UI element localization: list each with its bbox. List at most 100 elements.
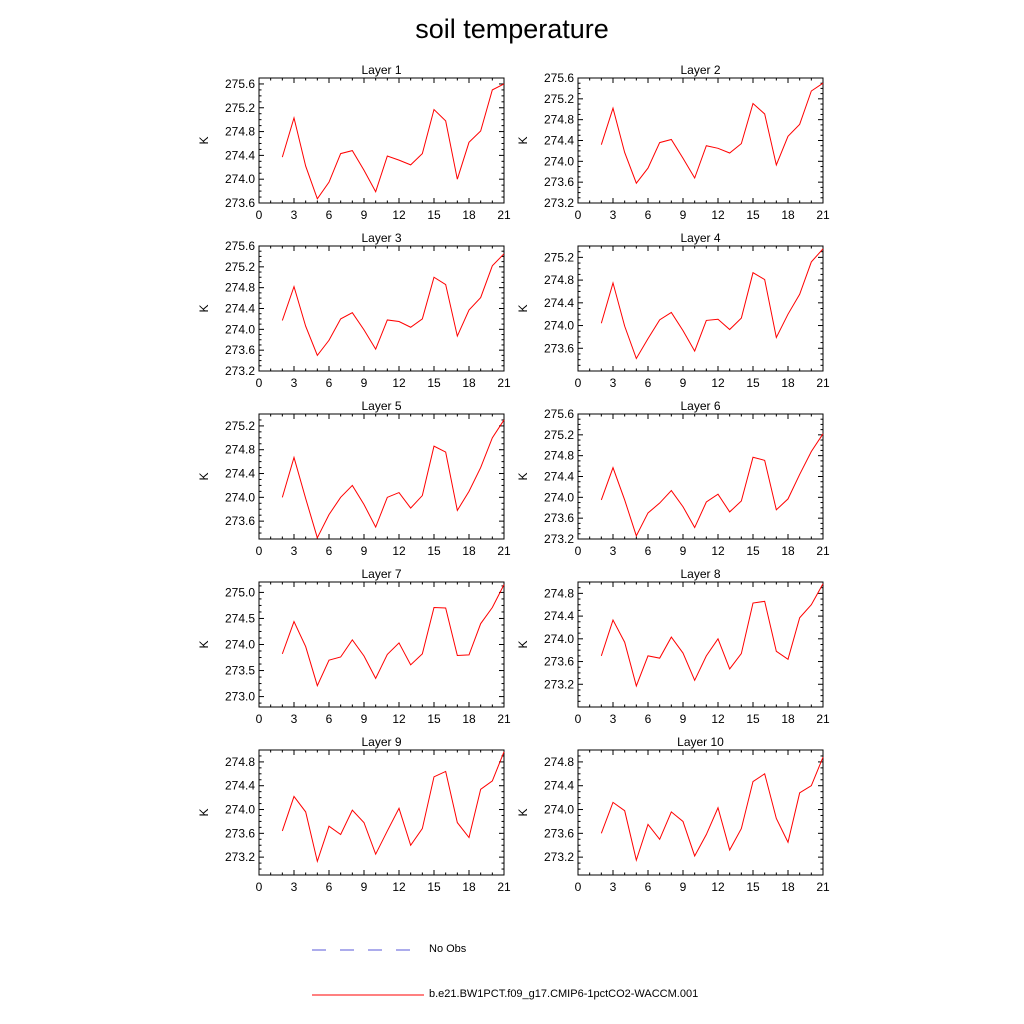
panel-2-ytick-label: 274.4 bbox=[544, 134, 574, 148]
panel-9-series-line bbox=[281, 751, 505, 864]
panel-6-ytick-label: 275.2 bbox=[544, 428, 574, 442]
panel-3-frame bbox=[258, 245, 505, 372]
panel-5-xtick-label: 18 bbox=[462, 544, 476, 558]
panel-10-ytick-label: 273.6 bbox=[544, 826, 574, 840]
panel-2-xtick-label: 12 bbox=[711, 208, 725, 222]
panel-2-xtick-label: 18 bbox=[781, 208, 795, 222]
panel-4-series-line bbox=[600, 248, 824, 360]
panel-5-xtick-label: 21 bbox=[497, 544, 511, 558]
panel-8-xtick-label: 15 bbox=[746, 712, 760, 726]
panel-8-xtick-label: 3 bbox=[610, 712, 617, 726]
panel-8-ytick-label: 273.6 bbox=[544, 655, 574, 669]
panel-1-xtick-label: 6 bbox=[326, 208, 333, 222]
panel-6-xtick-label: 3 bbox=[610, 544, 617, 558]
panel-9-xtick-label: 3 bbox=[291, 880, 298, 894]
panel-10-series-line bbox=[600, 756, 824, 862]
panel-4-ytick-label: 274.4 bbox=[544, 296, 574, 310]
panel-6-ytick-label: 273.2 bbox=[544, 532, 574, 546]
panel-7-ylabel: K bbox=[197, 640, 211, 648]
panel-7-frame bbox=[258, 581, 505, 708]
panel-2-ylabel: K bbox=[516, 136, 530, 144]
panel-10-xtick-label: 9 bbox=[680, 880, 687, 894]
panel-2-title: Layer 2 bbox=[680, 63, 720, 77]
chart-grid: Layer 1 K 0 3 6 9 12 15 18 21 273.6 274.0 274.4 274.8… bbox=[197, 63, 830, 894]
panel-9-ytick-label: 273.6 bbox=[225, 826, 255, 840]
panel-7-xtick-label: 3 bbox=[291, 712, 298, 726]
panel-5-ytick-label: 275.2 bbox=[225, 419, 255, 433]
panel-4-ytick-label: 274.8 bbox=[544, 273, 574, 287]
panel-6-xtick-label: 0 bbox=[575, 544, 582, 558]
legend-no-obs-label: No Obs bbox=[429, 943, 467, 955]
panel-9-xtick-label: 12 bbox=[392, 880, 406, 894]
panel-7-ytick-label: 273.0 bbox=[225, 690, 255, 704]
panel-9-xtick-label: 18 bbox=[462, 880, 476, 894]
panel-4-xtick-label: 21 bbox=[816, 376, 830, 390]
panel-1-xtick-label: 3 bbox=[291, 208, 298, 222]
panel-7-ytick-label: 273.5 bbox=[225, 664, 255, 678]
panel-10-xtick-label: 15 bbox=[746, 880, 760, 894]
panel-2-ytick-label: 273.6 bbox=[544, 175, 574, 189]
panel-2-xtick-label: 6 bbox=[645, 208, 652, 222]
panel-4-xtick-label: 18 bbox=[781, 376, 795, 390]
panel-9-ylabel: K bbox=[197, 808, 211, 816]
panel-6-ylabel: K bbox=[516, 472, 530, 480]
panel-9-xtick-label: 0 bbox=[256, 880, 263, 894]
panel-2-xtick-label: 3 bbox=[610, 208, 617, 222]
panel-1-xtick-label: 15 bbox=[427, 208, 441, 222]
panel-3-xtick-label: 3 bbox=[291, 376, 298, 390]
panel-8-ytick-label: 274.8 bbox=[544, 586, 574, 600]
panel-5-title: Layer 5 bbox=[361, 399, 401, 413]
panel-2-series-line bbox=[600, 82, 824, 185]
panel-7-ytick-label: 274.5 bbox=[225, 611, 255, 625]
panel-5-ylabel: K bbox=[197, 472, 211, 480]
panel-8-series-line bbox=[600, 583, 824, 688]
panel-8-frame bbox=[577, 581, 824, 708]
panel-10-xtick-label: 12 bbox=[711, 880, 725, 894]
panel-6-xtick-label: 6 bbox=[645, 544, 652, 558]
panel-6-xtick-label: 18 bbox=[781, 544, 795, 558]
panel-9-ytick-label: 273.2 bbox=[225, 850, 255, 864]
panel-2-ytick-label: 274.8 bbox=[544, 113, 574, 127]
panel-1-xtick-label: 0 bbox=[256, 208, 263, 222]
panel-3-title: Layer 3 bbox=[361, 231, 401, 245]
panel-3-xtick-label: 9 bbox=[361, 376, 368, 390]
panel-9-frame bbox=[258, 749, 505, 876]
panel-7-ytick-label: 275.0 bbox=[225, 585, 255, 599]
panel-10-frame bbox=[577, 749, 824, 876]
panel-1-ytick-label: 275.6 bbox=[225, 77, 255, 91]
panel-1-ytick-label: 275.2 bbox=[225, 101, 255, 115]
panel-6-ytick-label: 274.4 bbox=[544, 470, 574, 484]
panel-2-xtick-label: 9 bbox=[680, 208, 687, 222]
panel-1-xtick-label: 18 bbox=[462, 208, 476, 222]
panel-8-xtick-label: 0 bbox=[575, 712, 582, 726]
panel-4-title: Layer 4 bbox=[680, 231, 720, 245]
panel-2-xtick-label: 0 bbox=[575, 208, 582, 222]
panel-8-xtick-label: 18 bbox=[781, 712, 795, 726]
panel-3-series-line bbox=[281, 253, 505, 357]
panel-1-frame bbox=[258, 77, 505, 204]
panel-7-xtick-label: 15 bbox=[427, 712, 441, 726]
chart-title: soil temperature bbox=[415, 14, 609, 44]
panel-3-xtick-label: 21 bbox=[497, 376, 511, 390]
panel-8-xtick-label: 21 bbox=[816, 712, 830, 726]
panel-1-series-line bbox=[281, 83, 505, 200]
panel-3-ytick-label: 275.6 bbox=[225, 239, 255, 253]
panel-6-xtick-label: 12 bbox=[711, 544, 725, 558]
panel-7-xtick-label: 18 bbox=[462, 712, 476, 726]
panel-1-title: Layer 1 bbox=[361, 63, 401, 77]
panel-4-ytick-label: 274.0 bbox=[544, 319, 574, 333]
panel-8-xtick-label: 9 bbox=[680, 712, 687, 726]
panel-3-xtick-label: 6 bbox=[326, 376, 333, 390]
panel-1-ytick-label: 274.0 bbox=[225, 172, 255, 186]
panel-9-xtick-label: 6 bbox=[326, 880, 333, 894]
panel-7-xtick-label: 12 bbox=[392, 712, 406, 726]
panel-10-xtick-label: 18 bbox=[781, 880, 795, 894]
panel-6-xtick-label: 9 bbox=[680, 544, 687, 558]
panel-7-xtick-label: 9 bbox=[361, 712, 368, 726]
panel-10-ytick-label: 274.4 bbox=[544, 779, 574, 793]
panel-6-ytick-label: 273.6 bbox=[544, 511, 574, 525]
panel-4-xtick-label: 3 bbox=[610, 376, 617, 390]
panel-5-xtick-label: 6 bbox=[326, 544, 333, 558]
panel-3-xtick-label: 0 bbox=[256, 376, 263, 390]
panel-2-ytick-label: 275.6 bbox=[544, 71, 574, 85]
